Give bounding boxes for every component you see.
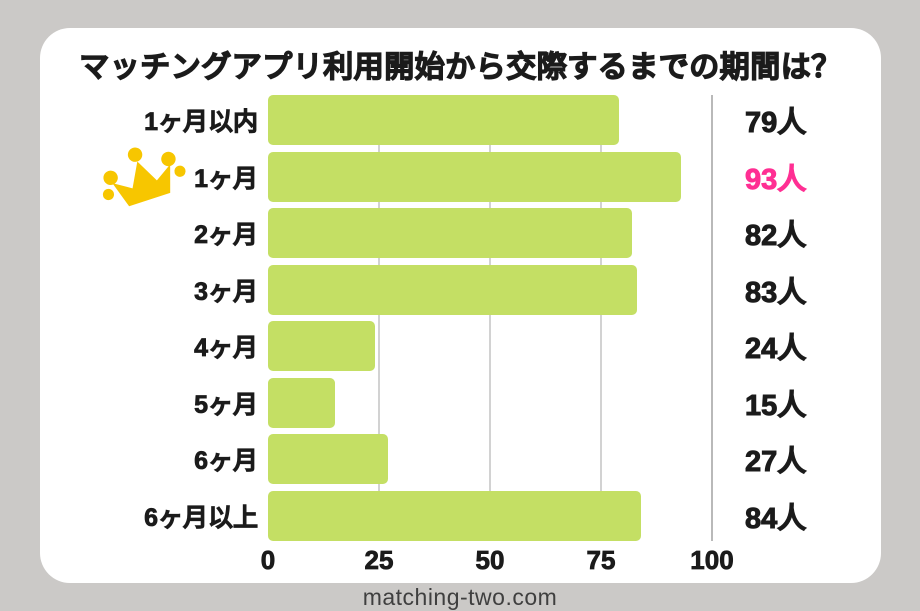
category-label: 6ヶ月	[194, 447, 259, 476]
bar-rows: 1ヶ月以内 79人 1ヶ月 93人 2ヶ月 82人 3ヶ月 83人 4ヶ月 24人 5ヶ月 15人 6ヶ…	[40, 95, 881, 541]
value-label: 84人	[744, 502, 807, 535]
gridline-25	[378, 95, 380, 541]
value-label: 27人	[744, 446, 807, 479]
bar-track	[268, 490, 712, 541]
value-label: 79人	[744, 107, 807, 140]
bar-track	[268, 377, 712, 428]
x-axis: 0 25 50 75 100	[40, 545, 881, 579]
value-label: 15人	[744, 389, 807, 422]
bar	[268, 95, 619, 145]
bar	[268, 377, 335, 428]
chart-card: マッチングアプリ利用開始から交際するまでの期間は？ 1ヶ月以内 79人 1ヶ月 93人…	[40, 28, 881, 583]
value-label: 82人	[744, 220, 807, 253]
category-label: 2ヶ月	[194, 221, 259, 250]
x-tick-label: 50	[475, 545, 505, 576]
category-label: 6ヶ月以上	[144, 503, 259, 533]
bar-track	[268, 95, 712, 145]
bar-track	[268, 151, 712, 202]
gridline-75	[600, 95, 602, 541]
bar-row: 3ヶ月 83人	[40, 264, 881, 315]
bar-row: 1ヶ月 93人	[40, 151, 881, 202]
category-label: 5ヶ月	[194, 390, 259, 419]
value-label: 93人	[744, 163, 807, 196]
x-tick-label: 25	[364, 545, 394, 576]
gridline-100	[711, 95, 713, 541]
bar-row: 1ヶ月以内 79人	[40, 95, 881, 145]
bar-track	[268, 264, 712, 315]
category-label: 3ヶ月	[194, 277, 259, 306]
bar	[268, 321, 375, 372]
bar-track	[268, 434, 712, 485]
bar-track	[268, 208, 712, 259]
chart-title: マッチングアプリ利用開始から交際するまでの期間は？	[79, 50, 842, 84]
crown-icon	[102, 147, 186, 207]
bar-row: 6ヶ月 27人	[40, 434, 881, 485]
bar-row: 5ヶ月 15人	[40, 377, 881, 428]
footer-credit: matching-two.com	[362, 584, 558, 610]
bar	[268, 151, 681, 202]
category-label: 4ヶ月	[194, 334, 259, 363]
bar	[268, 264, 637, 315]
bar-row: 6ヶ月以上 84人	[40, 490, 881, 541]
plot-gridlines	[268, 95, 713, 541]
x-tick-label: 100	[690, 545, 734, 576]
bar-row: 2ヶ月 82人	[40, 208, 881, 259]
bar-track	[268, 321, 712, 372]
bar-row: 4ヶ月 24人	[40, 321, 881, 372]
bar	[268, 434, 388, 485]
category-label: 1ヶ月	[194, 164, 259, 193]
x-tick-label: 75	[586, 545, 616, 576]
category-label: 1ヶ月以内	[144, 108, 259, 137]
value-label: 24人	[744, 333, 807, 366]
bar	[268, 490, 641, 541]
bar	[268, 208, 633, 259]
x-tick-label: 0	[260, 545, 276, 576]
value-label: 83人	[744, 276, 807, 309]
gridline-50	[489, 95, 491, 541]
